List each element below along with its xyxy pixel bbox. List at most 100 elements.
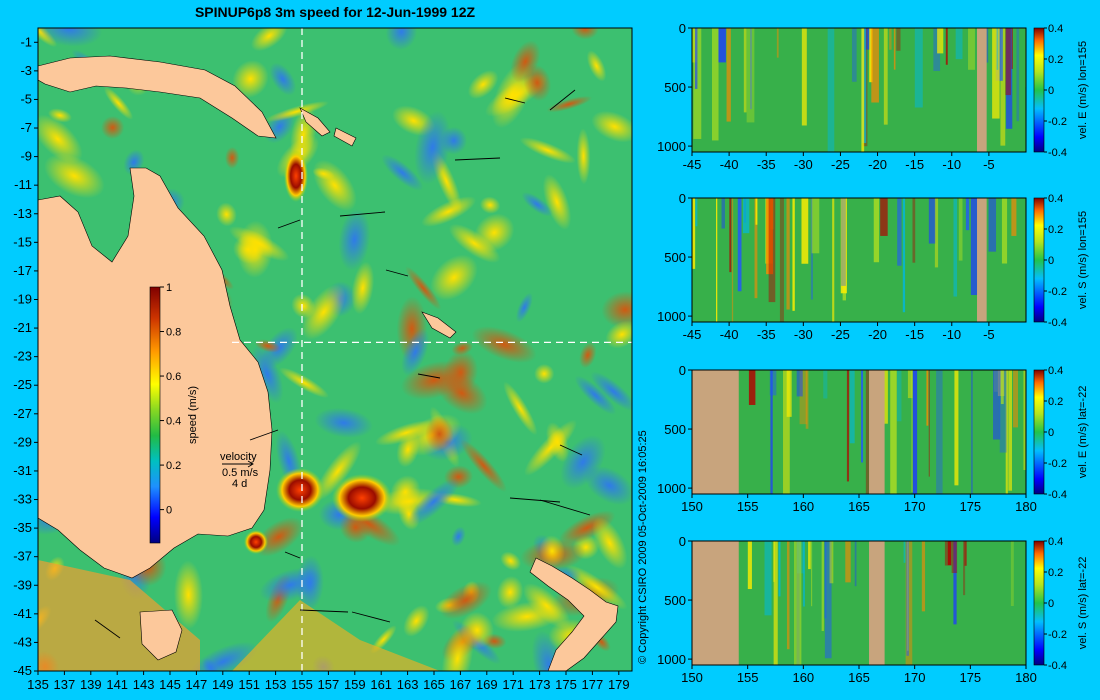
- map-y-axis: -1 -3 -5 -7 -9 -11 -13 -15 -17 -19 -21 -23 -25 -27 -29…: [13, 34, 38, 678]
- section-colorbar-tick-label: 0.4: [1048, 536, 1063, 548]
- map-x-tick-label: 161: [370, 677, 392, 692]
- section-x-tick-label: -25: [831, 327, 850, 342]
- section-streak: [871, 28, 879, 103]
- section-streak: [893, 28, 896, 70]
- speed-feature: [38, 28, 103, 47]
- section-streak: [889, 28, 892, 50]
- speed-feature: [396, 431, 420, 468]
- map-frame: [37, 27, 633, 672]
- section-streak: [934, 198, 939, 268]
- section-streak: [692, 198, 696, 269]
- speed-feature: [460, 439, 507, 492]
- section-colorbar-tick-label: -0.2: [1048, 116, 1067, 128]
- section-x-tick-label: 160: [792, 499, 814, 514]
- warm-eddy: [244, 530, 268, 554]
- speed-feature: [584, 466, 632, 505]
- section-streak: [963, 541, 966, 596]
- section-streak: [951, 541, 958, 574]
- map-y-tick-label: -17: [13, 263, 32, 278]
- section-streak: [968, 28, 975, 70]
- section-y-tick-label: 1000: [657, 652, 686, 667]
- speed-feature: [224, 146, 240, 169]
- section-streak: [861, 28, 865, 152]
- map-x-tick-label: 137: [54, 677, 76, 692]
- map-x-tick-label: 169: [476, 677, 498, 692]
- speed-feature: [338, 208, 371, 271]
- section-panel-4: 150 155 160 165 170 175 180 0 500 1000 0.4 0.2 0 -0.2…: [657, 534, 1089, 685]
- speed-feature: [312, 159, 357, 211]
- land-new-zealand: [529, 557, 619, 671]
- section-streak: [821, 541, 824, 632]
- section-x-tick-label: -45: [683, 327, 702, 342]
- section-streak: [912, 198, 916, 263]
- section-x-tick-label: 180: [1015, 670, 1037, 685]
- map-x-tick-label: 153: [265, 677, 287, 692]
- section-streak: [992, 28, 1000, 119]
- section-streak: [768, 198, 776, 303]
- section-x-tick-label: 175: [959, 499, 981, 514]
- speed-feature: [503, 381, 538, 436]
- section-colorbar-tick-label: 0.2: [1048, 567, 1063, 579]
- section-colorbar-tick-label: 0.2: [1048, 54, 1063, 66]
- section-streak: [911, 370, 914, 493]
- speed-feature: [546, 95, 593, 113]
- section-colorbar-label: vel. S (m/s) lon=155: [1077, 211, 1089, 309]
- speed-feature: [448, 223, 501, 263]
- map-x-tick-label: 145: [159, 677, 181, 692]
- speed-feature: [460, 611, 494, 649]
- bathymetry-mask: [869, 541, 885, 665]
- speed-feature: [524, 419, 577, 476]
- section-background: [692, 370, 1026, 494]
- speed-feature: [390, 475, 421, 509]
- section-streak: [945, 28, 948, 65]
- section-streak: [1011, 28, 1013, 69]
- speed-colorbar-tick-label: 0.4: [166, 416, 181, 428]
- map-y-tick-label: -35: [13, 520, 32, 535]
- section-streak: [993, 370, 1001, 440]
- section-field: [692, 28, 1026, 152]
- velocity-key: velocity 0.5 m/s 4 d: [220, 451, 259, 490]
- section-streak: [1010, 541, 1014, 607]
- section-x-tick-label: -5: [983, 157, 995, 172]
- speed-feature: [188, 641, 259, 671]
- section-streak: [718, 28, 726, 63]
- section-colorbar-tick-label: 0: [1048, 598, 1054, 610]
- section-y-tick-label: 500: [664, 80, 686, 95]
- land-solomon-islands: [299, 107, 357, 147]
- speed-feature: [100, 116, 125, 140]
- land-new-caledonia: [421, 311, 457, 339]
- map-x-tick-label: 173: [529, 677, 551, 692]
- section-colorbar-label: vel. E (m/s) lat=-22: [1077, 386, 1089, 479]
- map-y-tick-label: -27: [13, 406, 32, 421]
- section-streak: [786, 541, 790, 650]
- section-streak: [873, 198, 880, 263]
- section-streak: [988, 198, 997, 252]
- section-x-tick-label: 165: [848, 670, 870, 685]
- section-streak: [953, 541, 957, 625]
- speed-feature: [474, 213, 515, 252]
- section-x-tick-label: 165: [848, 499, 870, 514]
- speed-feature: [574, 375, 617, 415]
- speed-feature: [405, 266, 442, 310]
- section-streak: [754, 198, 758, 299]
- map-x-tick-label: 167: [450, 677, 472, 692]
- speed-colorbar-tick-label: 0.8: [166, 327, 181, 339]
- section-colorbar-tick-label: 0: [1048, 427, 1054, 439]
- speed-feature: [496, 575, 524, 609]
- speed-feature: [414, 110, 451, 185]
- map-y-tick-label: -7: [20, 120, 32, 135]
- section-panel-3: 150 155 160 165 170 175 180 0 500 1000 0.4 0.2 0 -0.2…: [657, 363, 1089, 514]
- speed-feature: [407, 478, 460, 526]
- section-colorbar-tick-label: -0.4: [1048, 660, 1067, 672]
- section-frame: [691, 27, 1027, 153]
- speed-feature: [510, 40, 541, 83]
- map-x-tick-label: 163: [397, 677, 419, 692]
- speed-colorbar-tick-label: 0.2: [166, 460, 181, 472]
- section-x-tick-label: -20: [868, 157, 887, 172]
- section-streak: [897, 198, 902, 266]
- section-streak: [896, 28, 901, 51]
- section-streak: [743, 28, 747, 113]
- speed-feature: [451, 526, 466, 547]
- map-x-axis: 135 137 139 141 143 145 147 149 151 153 155 157 159 1…: [27, 671, 630, 692]
- section-x-tick-label: 175: [959, 670, 981, 685]
